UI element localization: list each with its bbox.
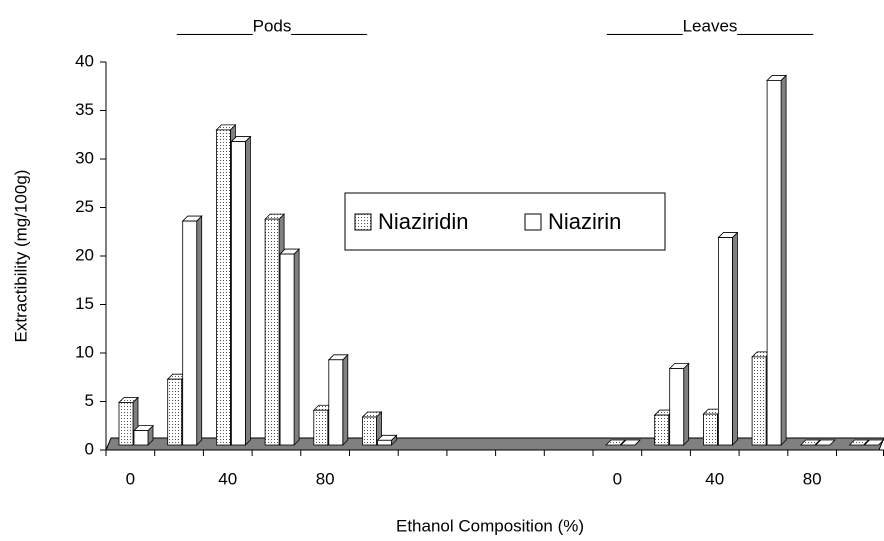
bar-front [328,359,344,446]
bar [279,248,301,446]
x-tick-label: 80 [316,469,335,488]
bar-top [814,439,836,446]
x-tick-label: 80 [803,469,822,488]
legend-swatch [354,213,372,231]
bar-side [196,215,203,446]
bar [605,439,626,446]
bar [848,439,870,446]
x-tick-label: 40 [218,469,237,488]
bar [376,434,398,446]
y-tick-label: 20 [75,245,94,264]
bar [620,439,641,446]
bar-front [264,218,280,446]
bar-top [620,439,641,446]
bar [361,411,383,446]
y-axis-label: Extractibility (mg/100g) [11,170,30,343]
y-tick-label: 35 [75,100,94,119]
bar-front [703,413,718,446]
bar [799,439,821,446]
bar-front [167,378,183,446]
y-tick-label: 10 [75,342,94,361]
bar [327,353,349,446]
bar-top [799,439,821,446]
x-tick-label: 0 [126,469,135,488]
legend-box [344,192,666,251]
bar-front [718,237,733,446]
bar-front [362,416,377,446]
bar [814,439,836,446]
bar-side [342,353,349,446]
bar-side [732,231,738,446]
bar-side [293,248,300,446]
bar-side [683,362,690,446]
bar-front [279,253,295,446]
y-tick-label: 40 [75,51,94,70]
bar-front [118,402,134,446]
x-axis-label: Ethanol Composition (%) [396,516,584,535]
bar-front [182,220,198,446]
bar-front [377,439,392,446]
bar-front [133,430,149,446]
y-tick-label: 30 [75,148,94,167]
y-tick-label: 0 [85,439,94,458]
bar-top [605,439,626,446]
x-tick-label: 40 [705,469,724,488]
y-tick-label: 15 [75,294,94,313]
y-tick-label: 25 [75,197,94,216]
x-tick-label: 0 [613,469,622,488]
bar [717,231,739,446]
bar [668,362,690,446]
bar [181,215,203,446]
bar-front [766,80,782,446]
bar [230,135,252,446]
bar-top [848,439,870,446]
legend-label: Niazirin [548,209,621,234]
y-tick-label: 5 [85,391,94,410]
legend-swatch [524,213,542,231]
bar-front [751,356,767,446]
bar-front [669,368,685,446]
bar [118,396,139,446]
bar [133,424,154,446]
bar-front [654,414,670,446]
bar-front [230,141,246,446]
bar-front [313,409,329,446]
bar-side [244,135,251,446]
annotation: ________Leaves________ [606,16,814,35]
bar-side [780,74,787,446]
legend: Niaziridin Niazirin [344,192,666,251]
legend-label: Niaziridin [378,209,468,234]
bar-front [215,129,231,446]
annotation: ________Pods________ [176,16,368,35]
bar [766,74,788,446]
